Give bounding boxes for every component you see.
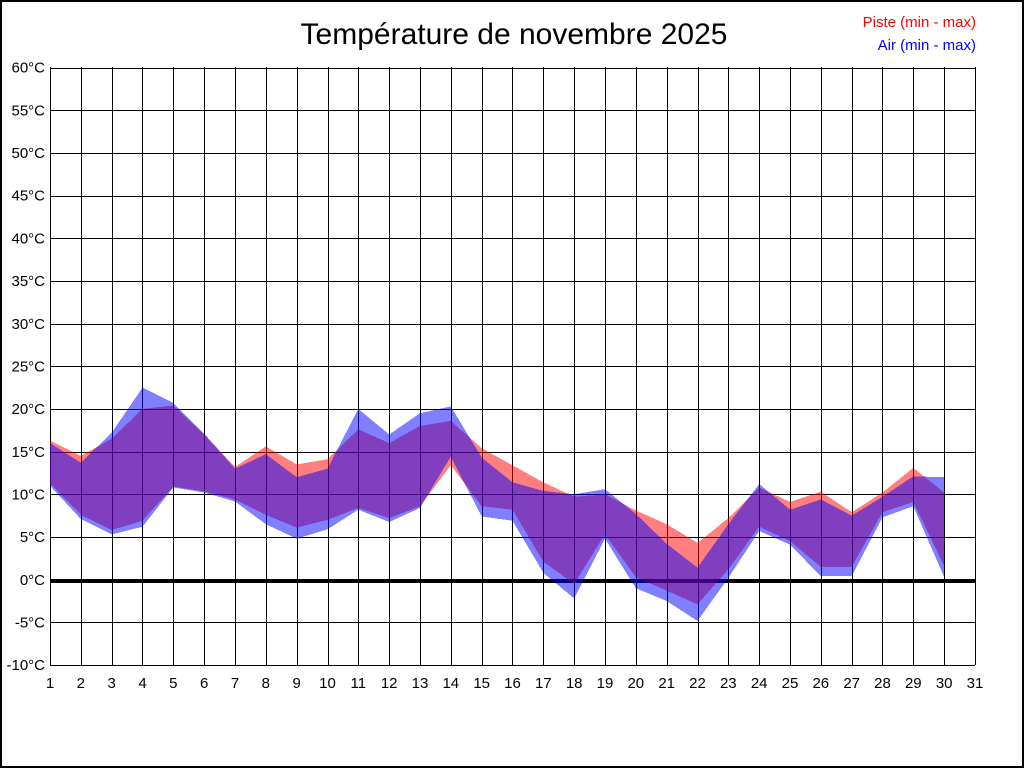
svg-text:5°C: 5°C: [20, 529, 45, 546]
svg-text:Température de novembre 2025: Température de novembre 2025: [301, 18, 728, 51]
svg-text:25°C: 25°C: [11, 358, 45, 375]
svg-text:10°C: 10°C: [11, 487, 45, 504]
svg-text:29: 29: [905, 675, 922, 692]
svg-text:22: 22: [689, 675, 706, 692]
svg-text:12: 12: [381, 675, 398, 692]
svg-text:2: 2: [77, 675, 85, 692]
svg-text:13: 13: [412, 675, 429, 692]
svg-text:3: 3: [108, 675, 116, 692]
svg-text:55°C: 55°C: [11, 102, 45, 119]
svg-text:60°C: 60°C: [11, 60, 45, 77]
svg-text:26: 26: [812, 675, 829, 692]
svg-text:16: 16: [504, 675, 521, 692]
svg-text:40°C: 40°C: [11, 230, 45, 247]
svg-text:1: 1: [46, 675, 54, 692]
svg-text:5: 5: [169, 675, 177, 692]
svg-text:15°C: 15°C: [11, 444, 45, 461]
svg-text:0°C: 0°C: [20, 572, 45, 589]
svg-text:30: 30: [936, 675, 953, 692]
svg-text:20°C: 20°C: [11, 401, 45, 418]
svg-text:14: 14: [442, 675, 459, 692]
svg-text:23: 23: [720, 675, 737, 692]
svg-text:21: 21: [658, 675, 675, 692]
svg-text:7: 7: [231, 675, 239, 692]
svg-text:25: 25: [782, 675, 799, 692]
svg-text:-10°C: -10°C: [6, 657, 45, 674]
svg-text:9: 9: [293, 675, 301, 692]
svg-text:-5°C: -5°C: [15, 615, 45, 632]
svg-text:6: 6: [200, 675, 208, 692]
svg-text:10: 10: [319, 675, 336, 692]
svg-text:24: 24: [751, 675, 768, 692]
svg-text:Piste (min - max): Piste (min - max): [863, 14, 976, 31]
svg-text:30°C: 30°C: [11, 316, 45, 333]
svg-text:19: 19: [597, 675, 614, 692]
svg-text:31: 31: [967, 675, 984, 692]
svg-text:45°C: 45°C: [11, 188, 45, 205]
svg-text:17: 17: [535, 675, 552, 692]
svg-text:27: 27: [843, 675, 860, 692]
svg-text:15: 15: [473, 675, 490, 692]
svg-text:8: 8: [262, 675, 270, 692]
svg-text:Air (min - max): Air (min - max): [878, 37, 976, 54]
svg-text:20: 20: [627, 675, 644, 692]
svg-text:18: 18: [566, 675, 583, 692]
svg-text:4: 4: [138, 675, 146, 692]
svg-text:50°C: 50°C: [11, 145, 45, 162]
svg-text:35°C: 35°C: [11, 273, 45, 290]
svg-text:28: 28: [874, 675, 891, 692]
svg-text:11: 11: [351, 675, 367, 692]
